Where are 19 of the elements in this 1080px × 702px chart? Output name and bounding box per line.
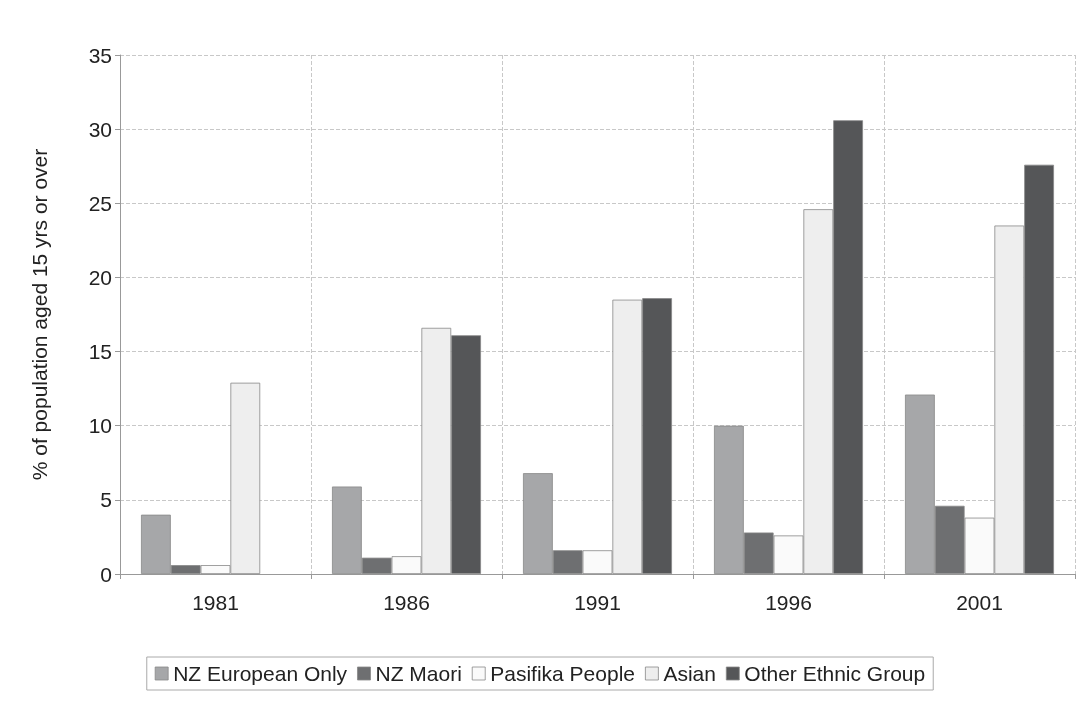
- y-tick-label: 0: [100, 562, 112, 586]
- legend-label: NZ European Only: [173, 662, 348, 685]
- x-tick-label: 1981: [192, 591, 239, 614]
- x-tick-label: 1986: [383, 591, 430, 614]
- y-tick-label: 15: [88, 340, 112, 364]
- y-tick-label: 25: [88, 191, 112, 215]
- legend-label: NZ Maori: [375, 662, 462, 685]
- legend-label: Other Ethnic Group: [744, 662, 926, 685]
- y-axis-title: % of population aged 15 yrs or over: [28, 148, 51, 481]
- legend-label: Pasifika People: [490, 662, 635, 685]
- x-tick-label: 1991: [574, 591, 621, 614]
- y-tick-label: 10: [88, 414, 112, 438]
- legend-label: Asian: [663, 662, 716, 685]
- x-tick-label: 1996: [765, 591, 812, 614]
- y-tick-label: 5: [100, 488, 112, 512]
- y-tick-label: 35: [88, 43, 112, 67]
- x-tick-label: 2001: [956, 591, 1003, 614]
- y-tick-label: 20: [88, 265, 112, 289]
- y-tick-label: 30: [88, 117, 112, 141]
